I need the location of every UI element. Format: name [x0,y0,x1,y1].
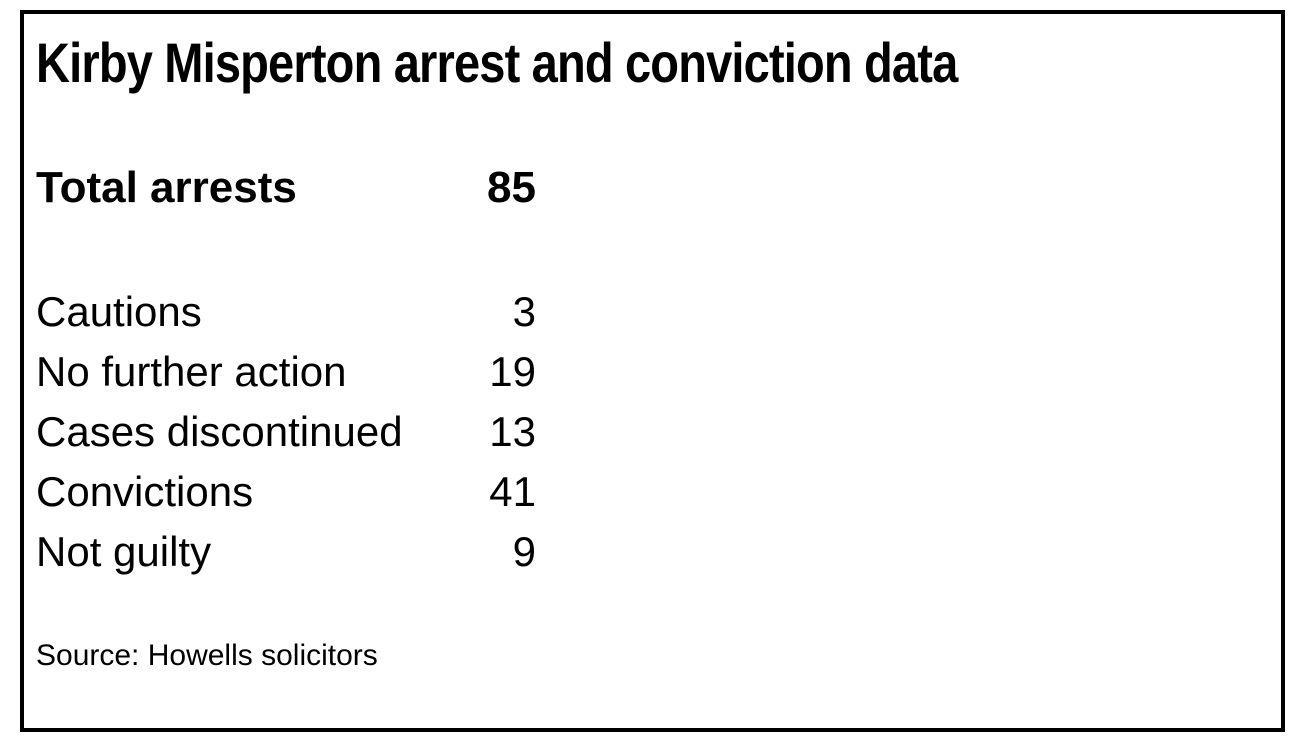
row-label: Not guilty [36,528,212,575]
table-row-no-further-action: No further action 19 [36,342,536,402]
table-row-convictions: Convictions 41 [36,462,536,522]
source-note: Source: Howells solicitors [36,639,378,672]
total-arrests-label: Total arrests [36,163,297,212]
table-row-not-guilty: Not guilty 9 [36,522,536,582]
row-value: 9 [512,528,536,575]
row-label: Cautions [36,288,202,335]
table-row-cases-discontinued: Cases discontinued 13 [36,402,536,462]
table-row-cautions: Cautions 3 [36,282,536,342]
data-list: Cautions 3 No further action 19 Cases di… [36,282,1281,582]
data-table-frame: Kirby Misperton arrest and conviction da… [20,10,1285,732]
total-arrests-row: Total arrests 85 [36,158,536,218]
chart-title: Kirby Misperton arrest and conviction da… [36,31,958,94]
row-value: 13 [489,408,536,455]
row-value: 3 [512,288,536,335]
total-arrests-value: 85 [487,163,536,212]
row-value: 19 [489,348,536,395]
row-label: Cases discontinued [36,408,403,455]
data-table-content: Kirby Misperton arrest and conviction da… [24,14,1281,674]
row-label: No further action [36,348,347,395]
row-label: Convictions [36,468,254,515]
row-value: 41 [489,468,536,515]
